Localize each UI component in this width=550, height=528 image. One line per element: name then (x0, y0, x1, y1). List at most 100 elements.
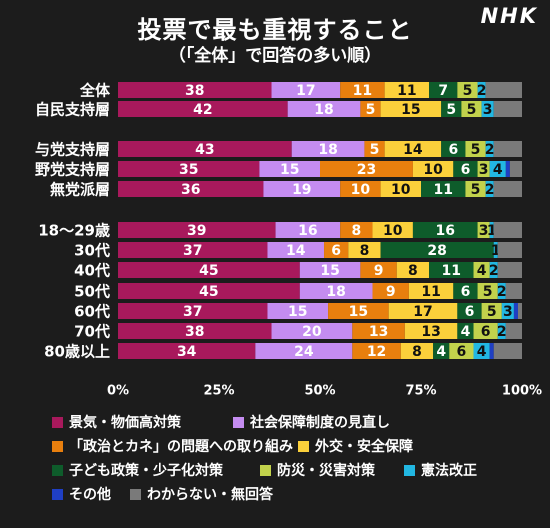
data-label: 8 (360, 243, 370, 259)
bar-segment (412, 222, 478, 238)
bar-segment (380, 242, 494, 258)
legend-swatch (52, 464, 63, 476)
data-label: 8 (412, 344, 422, 360)
bar-segment (485, 82, 522, 98)
category-label: 野党支持層 (35, 161, 110, 179)
data-label: 15 (401, 102, 420, 118)
data-label: 12 (367, 344, 386, 360)
legend-item: わからない・無回答 (130, 484, 273, 504)
bar-segment (497, 283, 506, 299)
data-label: 3 (479, 223, 489, 239)
bar-segment (352, 343, 401, 359)
bar-segment (412, 161, 454, 177)
x-tick-label: 100% (502, 384, 542, 399)
bar-segment (291, 141, 365, 157)
x-tick-label: 50% (304, 384, 335, 399)
data-label: 5 (366, 102, 376, 118)
data-label: 36 (181, 182, 200, 198)
bar-segment (441, 141, 466, 157)
data-label: 45 (199, 284, 218, 300)
bar-segment (457, 82, 478, 98)
data-label: 15 (320, 263, 339, 279)
bar-segment (489, 222, 494, 238)
nhk-logo: NHK (480, 4, 538, 28)
bar-segment (384, 141, 442, 157)
bar-segment (429, 82, 458, 98)
data-label: 15 (280, 162, 299, 178)
bar-segment (118, 283, 300, 299)
data-label: 4 (477, 344, 487, 360)
data-label: 4 (436, 344, 446, 360)
data-label: 13 (421, 324, 440, 340)
data-label: 2 (489, 263, 499, 279)
bar-segment (372, 283, 409, 299)
bar-segment (348, 242, 381, 258)
bar-segment (509, 161, 522, 177)
data-label: 18 (318, 142, 337, 158)
bar-segment (477, 161, 490, 177)
bar-segment (118, 161, 260, 177)
legend-item: 憲法改正 (404, 460, 477, 480)
data-label: 19 (292, 182, 311, 198)
bar-segment (267, 303, 329, 319)
legend-item: 景気・物価高対策 (52, 412, 181, 432)
category-label: 18～29歳 (38, 222, 110, 240)
category-label: 80歳以上 (44, 343, 110, 361)
bar-segment (328, 303, 389, 319)
bar-segment (380, 101, 442, 117)
bar-segment (408, 283, 454, 299)
data-label: 17 (413, 304, 432, 320)
bar-segment (485, 141, 494, 157)
bar-segment (505, 323, 522, 339)
data-label: 5 (446, 102, 456, 118)
bar-segment (457, 323, 474, 339)
data-label: 11 (442, 263, 461, 279)
data-label: 28 (427, 243, 446, 259)
bar-segment (320, 161, 413, 177)
data-label: 15 (288, 304, 307, 320)
bar-segment (493, 242, 498, 258)
data-label: 45 (199, 263, 218, 279)
chart-subtitle: （「全体」で回答の多い順） (168, 46, 382, 66)
bar-segment (493, 222, 522, 238)
data-label: 6 (448, 142, 458, 158)
data-label: 4 (493, 162, 503, 178)
bar-segment (118, 262, 300, 278)
data-label: 6 (465, 304, 475, 320)
legend-label: 子ども政策・少子化対策 (69, 463, 223, 479)
data-label: 5 (467, 102, 477, 118)
bar-segment (489, 262, 498, 278)
data-label: 5 (483, 284, 493, 300)
bar-segment (259, 161, 320, 177)
legend-item: その他 (52, 484, 111, 504)
data-label: 34 (177, 344, 197, 360)
bar-segment (465, 141, 486, 157)
bar-segment (449, 343, 474, 359)
data-label: 11 (421, 284, 440, 300)
bar-segment (380, 181, 421, 197)
data-label: 1 (487, 223, 497, 239)
legend-item: 「政治とカネ」の問題への取り組み (52, 436, 293, 456)
data-label: 10 (423, 162, 443, 178)
category-label: 50代 (74, 283, 110, 301)
bar-segment (473, 262, 490, 278)
legend-swatch (404, 464, 415, 476)
x-tick-label: 0% (107, 384, 129, 399)
bar-segment (118, 181, 264, 197)
bar-segment (481, 101, 494, 117)
bar-segment (271, 323, 353, 339)
data-label: 6 (481, 324, 491, 340)
bar-segment (481, 303, 502, 319)
bar-segment (493, 181, 522, 197)
legend-swatch (260, 464, 271, 476)
legend-label: 景気・物価高対策 (69, 415, 181, 431)
legend-label: 社会保障制度の見直し (250, 415, 390, 431)
bar-segment (299, 262, 361, 278)
bar-segment (421, 181, 466, 197)
bar-segment (404, 323, 458, 339)
data-label: 38 (185, 324, 204, 340)
data-label: 2 (485, 142, 495, 158)
data-label: 2 (497, 324, 507, 340)
category-label: 70代 (74, 323, 110, 341)
bar-segment (477, 222, 490, 238)
